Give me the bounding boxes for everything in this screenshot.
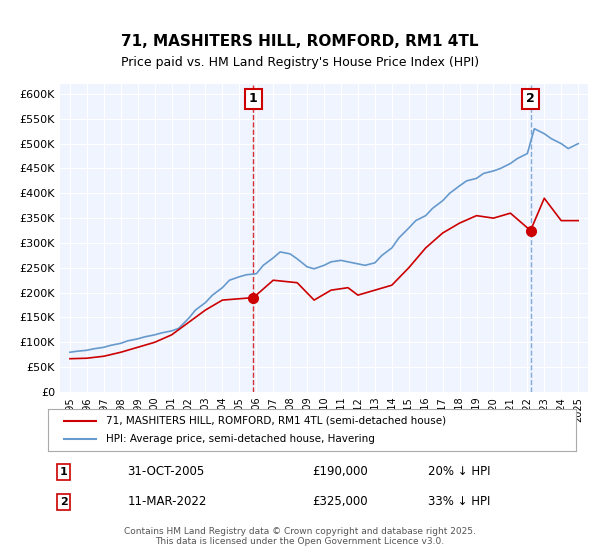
Text: £325,000: £325,000	[312, 496, 368, 508]
Text: 11-MAR-2022: 11-MAR-2022	[127, 496, 206, 508]
Text: 1: 1	[60, 467, 68, 477]
Text: 71, MASHITERS HILL, ROMFORD, RM1 4TL: 71, MASHITERS HILL, ROMFORD, RM1 4TL	[121, 34, 479, 49]
Text: 20% ↓ HPI: 20% ↓ HPI	[428, 465, 491, 478]
Text: 71, MASHITERS HILL, ROMFORD, RM1 4TL (semi-detached house): 71, MASHITERS HILL, ROMFORD, RM1 4TL (se…	[106, 416, 446, 426]
Text: 2: 2	[526, 92, 535, 105]
Text: 31-OCT-2005: 31-OCT-2005	[127, 465, 205, 478]
Text: Price paid vs. HM Land Registry's House Price Index (HPI): Price paid vs. HM Land Registry's House …	[121, 56, 479, 69]
Text: Contains HM Land Registry data © Crown copyright and database right 2025.
This d: Contains HM Land Registry data © Crown c…	[124, 526, 476, 546]
Text: £190,000: £190,000	[312, 465, 368, 478]
Text: HPI: Average price, semi-detached house, Havering: HPI: Average price, semi-detached house,…	[106, 434, 375, 444]
Text: 1: 1	[249, 92, 258, 105]
Text: 2: 2	[60, 497, 68, 507]
Text: 33% ↓ HPI: 33% ↓ HPI	[428, 496, 491, 508]
